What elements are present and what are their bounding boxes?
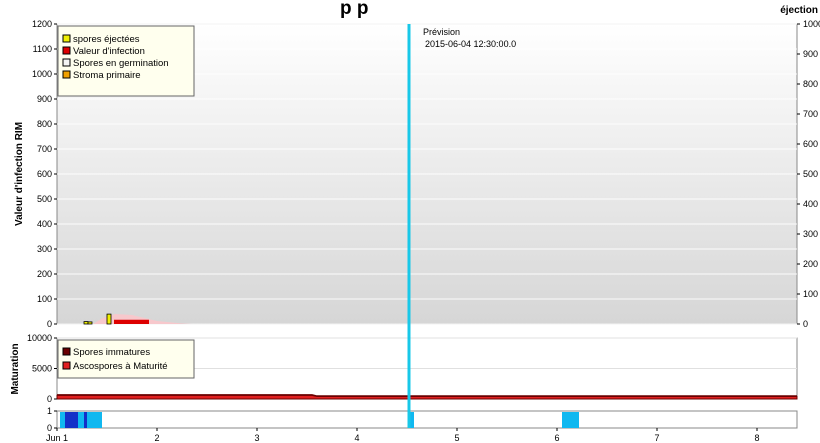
- y2-tick-label: 700: [803, 109, 818, 119]
- y-tick-label: 600: [37, 169, 52, 179]
- infection-y-axis: 0 100 200 300 400 500 600 700 800 900 1000 1100 1200: [32, 19, 57, 329]
- y-tick-label: 800: [37, 119, 52, 129]
- y-tick-label: 5000: [32, 364, 52, 374]
- y2-tick-label: 200: [803, 259, 818, 269]
- x-tick-label: 2: [154, 433, 159, 443]
- maturation-y-axis: 0 5000 10000: [27, 333, 57, 404]
- maturation-y-axis-title: Maturation: [10, 343, 21, 394]
- y-tick-label: 1: [47, 406, 52, 416]
- x-tick-label: 3: [254, 433, 259, 443]
- wetness-intense-period: [65, 412, 78, 428]
- wetness-panel: 01: [47, 406, 798, 433]
- legend-label-germination: Spores en germination: [73, 58, 169, 69]
- y2-tick-label: 600: [803, 139, 818, 149]
- x-tick-label: 5: [454, 433, 459, 443]
- y-tick-label: 300: [37, 244, 52, 254]
- y-tick-label: 700: [37, 144, 52, 154]
- legend-swatch-infection: [62, 46, 71, 55]
- maturation-panel: 0 5000 10000 Maturation Spores immatures A…: [10, 333, 798, 404]
- wetness-period: [562, 412, 579, 428]
- wetness-y-axis: 01: [47, 406, 57, 433]
- ejected-spores-bar: [106, 313, 112, 325]
- infection-bar: [114, 319, 149, 324]
- wetness-period: [409, 412, 414, 428]
- y2-tick-label: 1000: [803, 19, 820, 29]
- legend-label-ejected: spores éjectées: [73, 34, 140, 45]
- y-tick-label: 100: [37, 294, 52, 304]
- chart-title: p p: [340, 0, 369, 19]
- y-tick-label: 500: [37, 194, 52, 204]
- infection-y-axis-title: Valeur d'infection RIM: [14, 122, 25, 226]
- y-tick-label: 400: [37, 219, 52, 229]
- date-x-axis: Jun 1 2 3 4 5 6 7 8: [46, 428, 760, 443]
- immature-spores-line: [57, 394, 797, 397]
- infection-marks: [83, 313, 192, 325]
- x-tick-label: 4: [354, 433, 359, 443]
- y-tick-label: 900: [37, 94, 52, 104]
- y-tick-label: 0: [47, 319, 52, 329]
- wetness-plot-area: [56, 410, 798, 429]
- y-tick-label: 1200: [32, 19, 52, 29]
- y2-tick-label: 500: [803, 169, 818, 179]
- y2-tick-label: 300: [803, 229, 818, 239]
- infection-panel: 0100200300400500600700800900100011001200…: [14, 5, 820, 329]
- y-tick-label: 200: [37, 269, 52, 279]
- legend-swatch-mature: [62, 361, 71, 370]
- y-tick-label: 10000: [27, 333, 52, 343]
- maturation-legend-box: [57, 339, 195, 379]
- y2-tick-label: 900: [803, 49, 818, 59]
- maturation-marks: [56, 394, 798, 400]
- y-tick-label: 0: [47, 423, 52, 433]
- legend-label-stroma: Stroma primaire: [73, 70, 141, 81]
- legend-swatch-germination: [62, 58, 71, 67]
- y2-tick-label: 400: [803, 199, 818, 209]
- legend-swatch-ejected: [62, 34, 71, 43]
- x-tick-label: 6: [554, 433, 559, 443]
- y2-tick-label: 100: [803, 289, 818, 299]
- ejected-spores-bar: [87, 321, 93, 325]
- y2-tick-label: 800: [803, 79, 818, 89]
- forecast-label: Prévision: [423, 27, 460, 37]
- infection-gridlines: [57, 23, 797, 325]
- x-tick-label: 8: [754, 433, 759, 443]
- infection-legend-box: [57, 25, 195, 97]
- y-tick-label: 1000: [32, 69, 52, 79]
- legend-label-mature: Ascospores à Maturité: [73, 361, 168, 372]
- x-tick-label: Jun 1: [46, 433, 68, 443]
- maturation-legend: Spores immatures Ascospores à Maturité: [57, 339, 195, 379]
- wetness-intense-period: [84, 412, 87, 428]
- ejection-y-axis: 0 100 200 300 400 500 600 700 800 900 1000: [797, 19, 820, 329]
- legend-swatch-stroma: [62, 70, 71, 79]
- y-tick-label: 0: [47, 394, 52, 404]
- y-tick-label: 1100: [33, 44, 52, 54]
- legend-swatch-immature: [62, 347, 71, 356]
- infection-legend: spores éjectées Valeur d'infection Spore…: [57, 25, 195, 97]
- ejected-spores-bar: [83, 321, 89, 325]
- forecast-datetime: 2015-06-04 12:30:00.0: [425, 39, 516, 49]
- ejection-y-axis-title: éjection: [780, 5, 818, 16]
- legend-label-immature: Spores immatures: [73, 347, 150, 358]
- legend-label-infection: Valeur d'infection: [73, 46, 145, 57]
- y2-tick-label: 0: [803, 319, 808, 329]
- x-tick-label: 7: [654, 433, 659, 443]
- wetness-marks: [60, 412, 579, 428]
